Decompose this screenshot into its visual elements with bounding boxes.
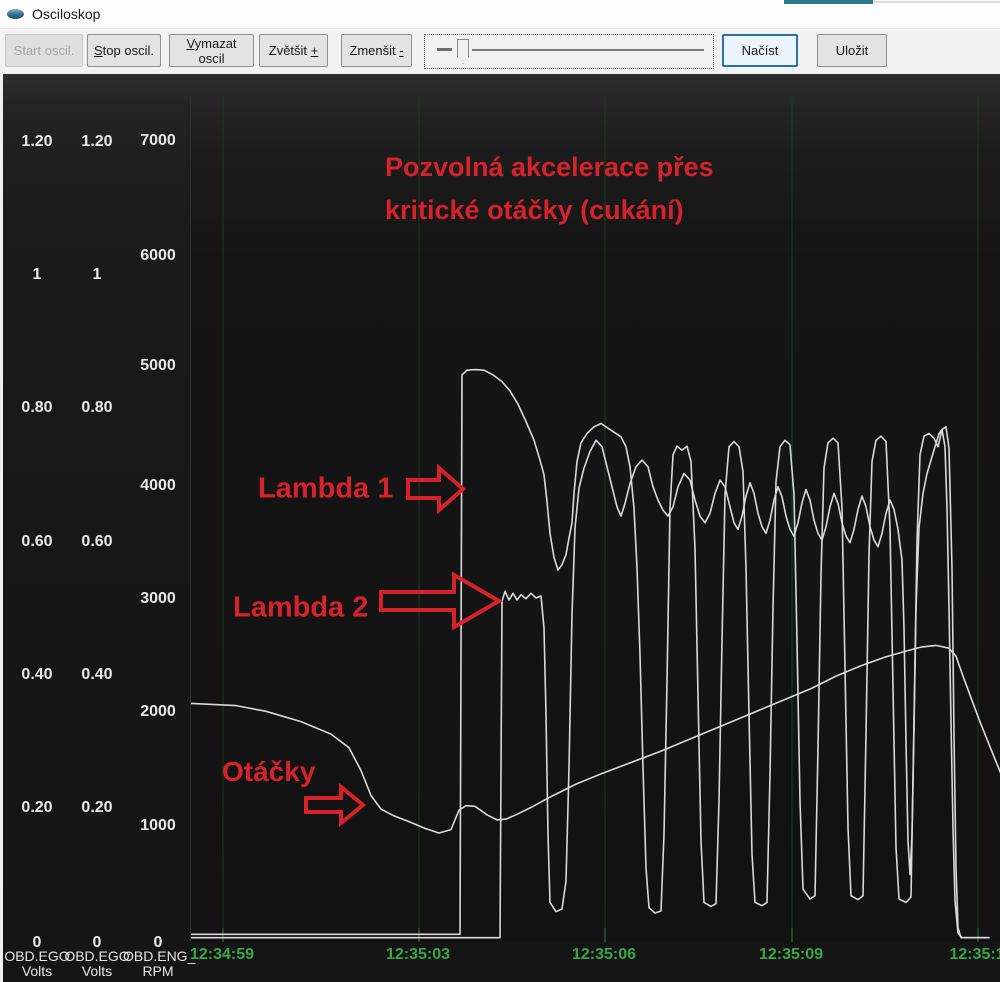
- y-axis-label: 0.60: [81, 533, 113, 550]
- slider-track[interactable]: [472, 49, 704, 51]
- y-axis-label: 4000: [140, 477, 176, 494]
- time-scroll-slider[interactable]: [424, 34, 714, 69]
- channel-name: OBD.ENG_: [123, 948, 196, 964]
- button-label: Zmenšit: [349, 43, 400, 58]
- y-axis-label: 0: [92, 934, 102, 951]
- y-axis-label: 0.60: [21, 533, 53, 550]
- save-button[interactable]: Uložit: [817, 34, 887, 67]
- y-axis-label: 0.40: [21, 666, 53, 683]
- time-axis-label: 12:35:03: [385, 946, 451, 963]
- trace-volts: [191, 428, 990, 939]
- time-axis-label: 12:35:09: [758, 946, 824, 963]
- stop-oscil-button[interactable]: Stop oscil.: [87, 34, 161, 67]
- oscilloscope-plot: [190, 97, 1000, 942]
- y-axis-label: 5000: [140, 357, 176, 374]
- zoom-out-button[interactable]: Zmenšit -: [341, 34, 412, 67]
- y-axis-label: 1: [92, 266, 102, 283]
- zoom-in-button[interactable]: Zvětšit +: [259, 34, 328, 67]
- channel-separator: :: [67, 948, 71, 964]
- channel-unit: Volts: [21, 963, 53, 979]
- app-icon: [7, 9, 24, 19]
- time-axis-label: 12:35:1: [949, 946, 1000, 963]
- panel-left-edge: [0, 74, 3, 982]
- y-axis-label: 0.20: [21, 799, 53, 816]
- lambda1-arrow: [406, 463, 467, 515]
- slider-min-dash: [437, 48, 452, 51]
- y-axis-label: 6000: [140, 247, 176, 264]
- button-label: Uložit: [835, 43, 869, 58]
- annotation-title-note: Pozvolná akcelerace přes kritické otáčky …: [385, 152, 714, 225]
- window-title: Osciloskop: [32, 6, 101, 22]
- y-axis-label: 1.20: [81, 133, 113, 150]
- button-label: Start oscil.: [13, 43, 75, 58]
- start-oscil-button[interactable]: Start oscil.: [5, 34, 83, 67]
- y-axis-label: 2000: [140, 703, 176, 720]
- load-button[interactable]: Načíst: [722, 34, 798, 67]
- annotation-otacky: Otáčky: [222, 756, 316, 787]
- title-bar: Osciloskop: [0, 0, 1000, 28]
- y-axis-label: 0.80: [81, 399, 113, 416]
- button-label: Načíst: [741, 43, 779, 58]
- chart-panel: 1.20 1 0.80 0.60 0.40 0.20 0 OBD.EGO Volts 1.20 1 0…: [0, 74, 1000, 982]
- time-axis-label: 12:35:06: [571, 946, 637, 963]
- y-axis-label: 3000: [140, 590, 176, 607]
- y-axis-label: 0.40: [81, 666, 113, 683]
- channel-name: OBD.EGO: [4, 948, 70, 964]
- toolbar: Start oscil. Stop oscil. Vymazat oscil Z…: [0, 28, 1000, 75]
- otacky-arrow: [304, 782, 367, 828]
- clear-oscil-button[interactable]: Vymazat oscil: [169, 34, 254, 67]
- y-axis-label: 1.20: [21, 133, 53, 150]
- annotation-lambda1: Lambda 1: [258, 472, 394, 505]
- y-axis-label: 0.80: [21, 399, 53, 416]
- top-divider-line: [873, 1, 1000, 3]
- y-axis-label: 0: [153, 934, 163, 951]
- waveform-svg: [191, 97, 1000, 942]
- slider-thumb[interactable]: [457, 39, 469, 64]
- annotation-lambda2: Lambda 2: [233, 591, 369, 624]
- channel-name: OBD.EGO: [64, 948, 130, 964]
- y-axis-label: 0.20: [81, 799, 113, 816]
- channel-unit: RPM: [142, 963, 174, 979]
- lambda2-arrow: [379, 571, 503, 631]
- channel-unit: Volts: [81, 963, 113, 979]
- time-axis-label: 12:34:59: [189, 946, 255, 963]
- y-axis-label: 1: [32, 266, 42, 283]
- y-axis-label: 1000: [140, 817, 176, 834]
- button-label: Zvětšit: [268, 43, 311, 58]
- channel-separator: :: [127, 948, 132, 964]
- trace-rpm: [191, 644, 1000, 834]
- teal-decor-bar: [784, 0, 873, 4]
- y-axis-label: 0: [32, 934, 42, 951]
- y-axis-label: 7000: [140, 132, 176, 149]
- trace-volts: [191, 368, 988, 939]
